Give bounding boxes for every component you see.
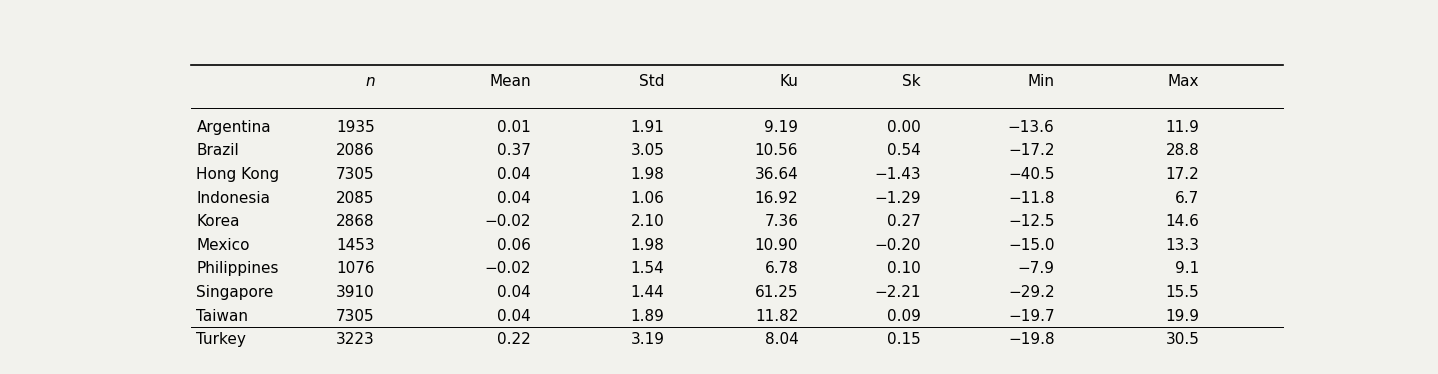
Text: 1.98: 1.98 xyxy=(631,238,664,253)
Text: −0.02: −0.02 xyxy=(485,214,531,229)
Text: 10.56: 10.56 xyxy=(755,143,798,158)
Text: 10.90: 10.90 xyxy=(755,238,798,253)
Text: 1.44: 1.44 xyxy=(631,285,664,300)
Text: 1.98: 1.98 xyxy=(631,167,664,182)
Text: 1.89: 1.89 xyxy=(631,309,664,324)
Text: 0.22: 0.22 xyxy=(498,332,531,347)
Text: Mean: Mean xyxy=(489,74,531,89)
Text: 3.05: 3.05 xyxy=(631,143,664,158)
Text: −11.8: −11.8 xyxy=(1008,191,1054,206)
Text: Singapore: Singapore xyxy=(197,285,273,300)
Text: −13.6: −13.6 xyxy=(1008,120,1054,135)
Text: 0.04: 0.04 xyxy=(498,285,531,300)
Text: 0.00: 0.00 xyxy=(887,120,920,135)
Text: −2.21: −2.21 xyxy=(874,285,920,300)
Text: 28.8: 28.8 xyxy=(1166,143,1199,158)
Text: Philippines: Philippines xyxy=(197,261,279,276)
Text: Taiwan: Taiwan xyxy=(197,309,249,324)
Text: Hong Kong: Hong Kong xyxy=(197,167,279,182)
Text: 61.25: 61.25 xyxy=(755,285,798,300)
Text: Sk: Sk xyxy=(902,74,920,89)
Text: n: n xyxy=(365,74,375,89)
Text: 6.7: 6.7 xyxy=(1175,191,1199,206)
Text: 0.01: 0.01 xyxy=(498,120,531,135)
Text: 0.15: 0.15 xyxy=(887,332,920,347)
Text: 7.36: 7.36 xyxy=(764,214,798,229)
Text: 0.06: 0.06 xyxy=(498,238,531,253)
Text: 3910: 3910 xyxy=(336,285,375,300)
Text: Brazil: Brazil xyxy=(197,143,239,158)
Text: 11.82: 11.82 xyxy=(755,309,798,324)
Text: 0.04: 0.04 xyxy=(498,309,531,324)
Text: 2868: 2868 xyxy=(336,214,375,229)
Text: −40.5: −40.5 xyxy=(1008,167,1054,182)
Text: 3223: 3223 xyxy=(336,332,375,347)
Text: −29.2: −29.2 xyxy=(1008,285,1054,300)
Text: 1.54: 1.54 xyxy=(631,261,664,276)
Text: 11.9: 11.9 xyxy=(1166,120,1199,135)
Text: Min: Min xyxy=(1028,74,1054,89)
Text: 2.10: 2.10 xyxy=(631,214,664,229)
Text: Turkey: Turkey xyxy=(197,332,246,347)
Text: −17.2: −17.2 xyxy=(1008,143,1054,158)
Text: 0.04: 0.04 xyxy=(498,167,531,182)
Text: Korea: Korea xyxy=(197,214,240,229)
Text: 2086: 2086 xyxy=(336,143,375,158)
Text: 36.64: 36.64 xyxy=(755,167,798,182)
Text: 16.92: 16.92 xyxy=(755,191,798,206)
Text: Argentina: Argentina xyxy=(197,120,272,135)
Text: 3.19: 3.19 xyxy=(630,332,664,347)
Text: −15.0: −15.0 xyxy=(1008,238,1054,253)
Text: 1935: 1935 xyxy=(336,120,375,135)
Text: 0.27: 0.27 xyxy=(887,214,920,229)
Text: 1076: 1076 xyxy=(336,261,375,276)
Text: −7.9: −7.9 xyxy=(1018,261,1054,276)
Text: Mexico: Mexico xyxy=(197,238,250,253)
Text: −19.7: −19.7 xyxy=(1008,309,1054,324)
Text: 1.91: 1.91 xyxy=(631,120,664,135)
Text: 1.06: 1.06 xyxy=(631,191,664,206)
Text: Max: Max xyxy=(1168,74,1199,89)
Text: 0.54: 0.54 xyxy=(887,143,920,158)
Text: 1453: 1453 xyxy=(336,238,375,253)
Text: −0.20: −0.20 xyxy=(874,238,920,253)
Text: Std: Std xyxy=(638,74,664,89)
Text: 14.6: 14.6 xyxy=(1166,214,1199,229)
Text: Indonesia: Indonesia xyxy=(197,191,270,206)
Text: 9.19: 9.19 xyxy=(764,120,798,135)
Text: 15.5: 15.5 xyxy=(1166,285,1199,300)
Text: 19.9: 19.9 xyxy=(1165,309,1199,324)
Text: 6.78: 6.78 xyxy=(765,261,798,276)
Text: 0.04: 0.04 xyxy=(498,191,531,206)
Text: 9.1: 9.1 xyxy=(1175,261,1199,276)
Text: −1.43: −1.43 xyxy=(874,167,920,182)
Text: 0.10: 0.10 xyxy=(887,261,920,276)
Text: 7305: 7305 xyxy=(336,167,375,182)
Text: 8.04: 8.04 xyxy=(765,332,798,347)
Text: 7305: 7305 xyxy=(336,309,375,324)
Text: 30.5: 30.5 xyxy=(1166,332,1199,347)
Text: −1.29: −1.29 xyxy=(874,191,920,206)
Text: 17.2: 17.2 xyxy=(1166,167,1199,182)
Text: −0.02: −0.02 xyxy=(485,261,531,276)
Text: 0.37: 0.37 xyxy=(498,143,531,158)
Text: 2085: 2085 xyxy=(336,191,375,206)
Text: −19.8: −19.8 xyxy=(1008,332,1054,347)
Text: −12.5: −12.5 xyxy=(1008,214,1054,229)
Text: Ku: Ku xyxy=(779,74,798,89)
Text: 0.09: 0.09 xyxy=(887,309,920,324)
Text: 13.3: 13.3 xyxy=(1165,238,1199,253)
